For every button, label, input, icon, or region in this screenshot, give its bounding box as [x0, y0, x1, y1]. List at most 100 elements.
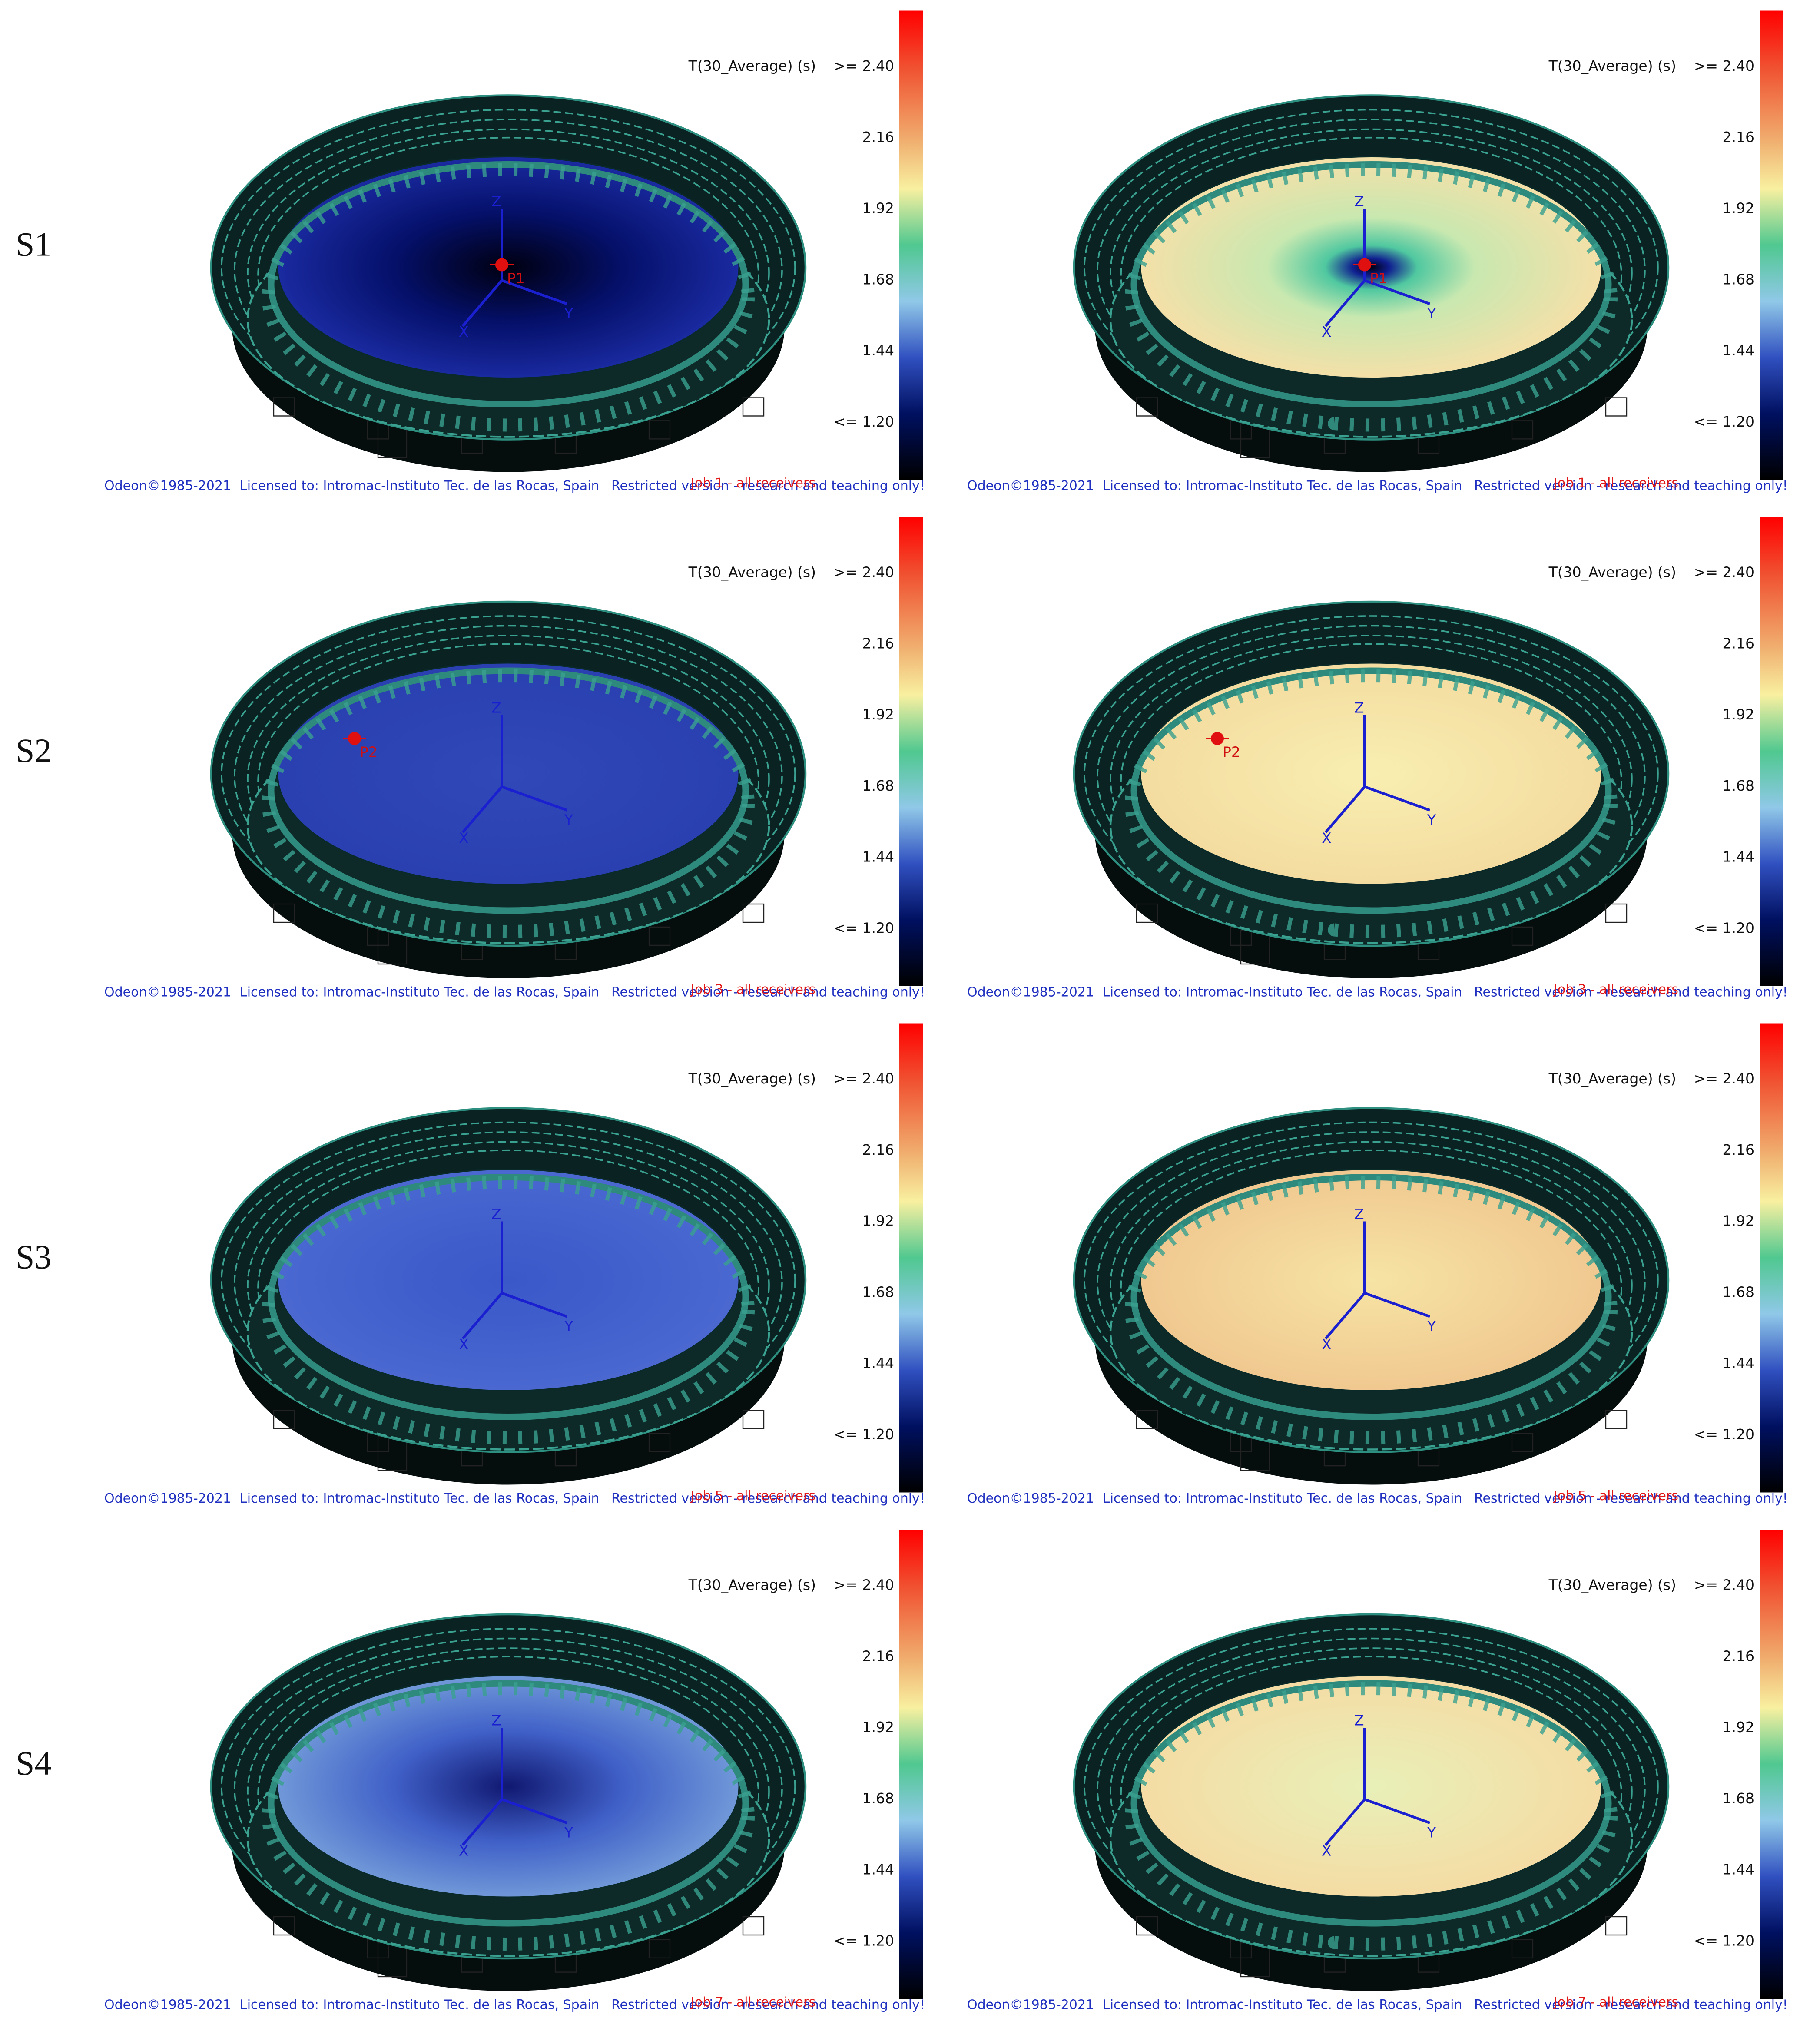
railing-bays [262, 669, 755, 938]
axis-label: Z [1354, 193, 1364, 210]
footer-restriction: Restricted version - research and teachi… [1474, 1998, 1788, 2013]
axis-label: Z [1354, 1712, 1364, 1729]
axis-x [1324, 279, 1366, 327]
colorbar-tick-label: <= 1.20 [1694, 1932, 1754, 1949]
colorbar-tick-label: 1.44 [1723, 342, 1754, 359]
railing [1130, 1174, 1612, 1420]
axis-label: Z [491, 1712, 501, 1729]
colorbar-tick-label: >= 2.40 [834, 1577, 894, 1593]
colorbar-tick-label: 1.44 [862, 1861, 894, 1878]
axis-y [501, 785, 568, 812]
colorbar-tick-label: 1.68 [1723, 777, 1754, 794]
axis-label: Y [564, 1824, 573, 1841]
receiver-label: P1 [1370, 270, 1388, 287]
footer-restriction: Restricted version - research and teachi… [1474, 1491, 1788, 1506]
support [1136, 903, 1158, 923]
footer-license: Licensed to: Intromac-Instituto Tec. de … [240, 1491, 599, 1506]
railing [1130, 667, 1612, 914]
support [1605, 397, 1628, 417]
support [1511, 420, 1534, 440]
footer-license: Licensed to: Intromac-Instituto Tec. de … [240, 985, 599, 1000]
footer-copyright: Odeon©1985-2021 [967, 1998, 1094, 2013]
job-label: Job 3 - all receivers [690, 982, 815, 997]
colorbar-tick-label: <= 1.20 [834, 413, 894, 430]
footer-restriction: Restricted version - research and teachi… [611, 1491, 925, 1506]
row-label: S2 [16, 732, 51, 769]
colorbar-tick-label: 1.68 [1723, 1283, 1754, 1300]
floor [277, 1169, 740, 1391]
colorbar-tick-label: 1.92 [862, 1719, 894, 1736]
colorbar-tick-label: 1.92 [862, 200, 894, 217]
colorbar [899, 517, 923, 986]
axis-label: Z [491, 699, 501, 716]
panel: X Y Z P1 T(30_Average) (s) >= 2.40 2.16 1.92 1.6… [967, 10, 1788, 494]
footer-license: Licensed to: Intromac-Instituto Tec. de … [240, 478, 599, 494]
railing-bays [262, 1176, 755, 1444]
colorbar-tick-label: 2.16 [862, 129, 894, 146]
colorbar-tick-label: 2.16 [1723, 1141, 1754, 1158]
footer-copyright: Odeon©1985-2021 [967, 1491, 1094, 1506]
colorbar-tick-label: 2.16 [1723, 129, 1754, 146]
footer-restriction: Restricted version - research and teachi… [611, 1998, 925, 2013]
support [648, 1939, 671, 1959]
colorbar-tick-label: <= 1.20 [1694, 920, 1754, 937]
colorbar [1760, 517, 1783, 986]
axis-label: X [459, 830, 469, 847]
railing-bays [1125, 669, 1618, 938]
support [1605, 903, 1628, 923]
floor [1140, 1675, 1603, 1898]
footer-copyright: Odeon©1985-2021 [967, 478, 1094, 494]
axis-label: X [459, 323, 469, 340]
axis-label: X [1322, 1336, 1332, 1353]
axis-label: X [1322, 830, 1332, 847]
colorbar-tick-label: 2.16 [1723, 635, 1754, 652]
axis-label: Y [564, 1318, 573, 1335]
colorbar-title: T(30_Average) (s) [688, 57, 816, 74]
colorbar-tick-label: 1.44 [1723, 848, 1754, 865]
receiver-label: P2 [360, 744, 378, 761]
colorbar-tick-label: 1.44 [862, 1355, 894, 1372]
colorbar-tick-label: 1.68 [862, 271, 894, 288]
colorbar-tick-label: 2.16 [1723, 1647, 1754, 1664]
colorbar-title: T(30_Average) (s) [1548, 1577, 1676, 1593]
footer-license: Licensed to: Intromac-Instituto Tec. de … [1103, 1491, 1462, 1506]
colorbar-tick-label: 1.68 [1723, 271, 1754, 288]
support [742, 903, 765, 923]
support [273, 1410, 295, 1429]
railing [1130, 1680, 1612, 1927]
support [648, 420, 671, 440]
colorbar-tick-label: 1.92 [1723, 200, 1754, 217]
support [1605, 1410, 1628, 1429]
colorbar-tick-label: >= 2.40 [834, 1070, 894, 1087]
job-label: Job 7 - all receivers [1553, 1995, 1678, 2010]
axis-y [1364, 785, 1431, 812]
panel: X Y Z T(30_Average) (s) >= 2.40 2.16 1.92 1.68 1… [967, 1023, 1788, 1506]
colorbar-tick-label: <= 1.20 [834, 920, 894, 937]
axis-label: Y [1427, 812, 1436, 828]
colorbar-tick-label: 1.44 [862, 342, 894, 359]
axis-x [461, 1292, 503, 1340]
footer-license: Licensed to: Intromac-Instituto Tec. de … [1103, 478, 1462, 494]
axis-label: Y [564, 812, 573, 828]
axis-label: X [459, 1336, 469, 1353]
axis-y [501, 1798, 568, 1824]
axis-label: Y [1427, 1318, 1436, 1335]
railing [268, 1174, 749, 1420]
axis-label: Z [491, 193, 501, 210]
axis-label: X [459, 1842, 469, 1859]
axis-x [1324, 786, 1366, 833]
colorbar-tick-label: >= 2.40 [1694, 57, 1754, 74]
axis-y [501, 1292, 568, 1318]
support [1136, 1916, 1158, 1936]
colorbar-tick-label: 2.16 [862, 1141, 894, 1158]
axis-y [1364, 1798, 1431, 1824]
colorbar [1760, 1530, 1783, 1999]
colorbar-tick-label: 1.68 [862, 1283, 894, 1300]
axis-x [461, 279, 503, 327]
colorbar-title: T(30_Average) (s) [1548, 1070, 1676, 1087]
colorbar-tick-label: <= 1.20 [834, 1426, 894, 1443]
footer-copyright: Odeon©1985-2021 [104, 985, 231, 1000]
colorbar [1760, 10, 1783, 480]
floor [1140, 662, 1603, 885]
